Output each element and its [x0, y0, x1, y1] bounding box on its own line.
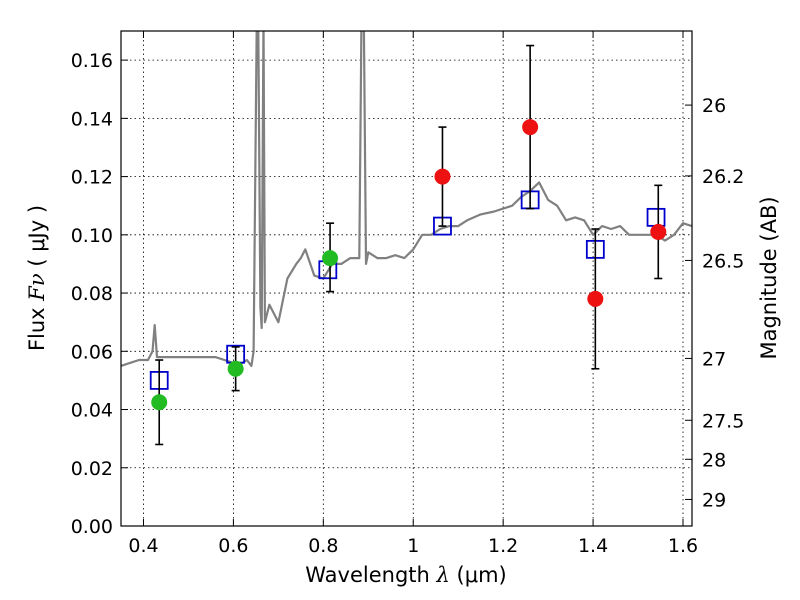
observed-point	[434, 168, 451, 185]
observed-point	[322, 250, 339, 267]
observed-point	[522, 119, 539, 136]
spectrum-line	[121, 31, 692, 367]
x-tick-label: 0.6	[218, 535, 248, 557]
y-tick-label: 0.12	[71, 167, 113, 189]
y2-tick-label: 28	[702, 449, 726, 471]
x-axis-label: Wavelength λ (μm)	[305, 563, 506, 587]
y2-tick-label: 26.5	[702, 250, 744, 272]
y-tick-label: 0.02	[71, 458, 113, 480]
x-tick-label: 1.4	[578, 535, 608, 557]
y-tick-label: 0.10	[71, 225, 113, 247]
y-tick-label: 0.16	[71, 50, 113, 72]
observed-point	[650, 223, 667, 240]
y-tick-label: 0.00	[71, 516, 113, 538]
y2-tick-label: 26	[702, 95, 726, 117]
grid	[121, 31, 692, 527]
y-tick-label: 0.08	[71, 283, 113, 305]
y-tick-label: 0.06	[71, 341, 113, 363]
plot-frame	[120, 30, 693, 527]
y2-tick-label: 27	[702, 348, 726, 370]
observed-point	[227, 360, 244, 377]
plot-area	[121, 31, 692, 446]
x-tick-label: 0.8	[308, 535, 338, 557]
y2-axis-label: Magnitude (AB)	[757, 196, 781, 359]
observed-point	[587, 290, 604, 307]
x-tick-label: 1.2	[488, 535, 518, 557]
y2-tick-label: 27.5	[702, 410, 744, 432]
y-tick-label: 0.14	[71, 108, 113, 130]
x-tick-label: 0.4	[128, 535, 158, 557]
y-tick-label: 0.04	[71, 400, 113, 422]
ticks: 0.4 0.6 0.8 1 1.2 1.4 1.6 0.00 0.02 0.04 0.06 0.08 0…	[71, 31, 744, 557]
y2-tick-label: 29	[702, 489, 726, 511]
y-axis-label: Flux Fν ( μJy )	[25, 205, 49, 351]
x-tick-label: 1	[407, 535, 419, 557]
observed-point	[151, 394, 168, 411]
x-tick-label: 1.6	[668, 535, 698, 557]
y2-tick-label: 26.2	[702, 166, 744, 188]
